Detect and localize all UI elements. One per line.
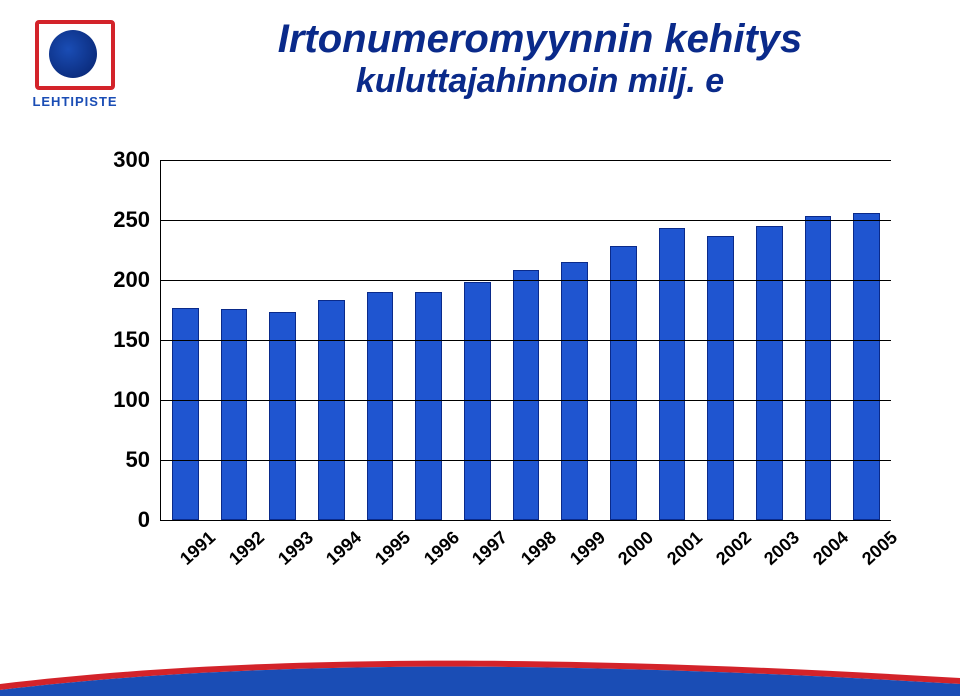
slide-subtitle: kuluttajahinnoin milj. e [160,62,920,101]
x-tick-label: 1994 [322,527,366,569]
title-block: Irtonumeromyynnin kehitys kuluttajahinno… [160,18,920,101]
x-tick-label: 2005 [858,527,902,569]
x-tick-label: 2003 [760,527,804,569]
y-tick-label: 50 [90,447,150,473]
x-tick-label: 1997 [468,527,512,569]
x-tick-label: 1991 [176,527,220,569]
bar [805,216,832,520]
footer-swoosh-icon [0,646,960,696]
plot-area [160,160,891,521]
gridline [161,160,891,161]
slide-title: Irtonumeromyynnin kehitys [160,18,920,60]
bar [659,228,686,520]
y-tick-label: 0 [90,507,150,533]
x-tick-label: 1995 [371,527,415,569]
gridline [161,280,891,281]
x-tick-label: 2002 [712,527,756,569]
bar [610,246,637,520]
y-tick-label: 300 [90,147,150,173]
bar [318,300,345,520]
gridline [161,400,891,401]
bar [561,262,588,520]
bar [853,213,880,520]
gridline [161,220,891,221]
y-tick-label: 100 [90,387,150,413]
x-tick-label: 2000 [614,527,658,569]
bar [707,236,734,520]
slide: LEHTIPISTE Irtonumeromyynnin kehitys kul… [0,0,960,696]
x-tick-label: 1996 [420,527,464,569]
x-tick-label: 1999 [566,527,610,569]
logo-circle-icon [49,30,97,78]
y-tick-label: 150 [90,327,150,353]
bar-chart: 050100150200250300 199119921993199419951… [90,160,890,560]
x-tick-label: 2001 [663,527,707,569]
bar [756,226,783,520]
y-tick-label: 250 [90,207,150,233]
gridline [161,460,891,461]
x-tick-label: 1993 [274,527,318,569]
bar [269,312,296,520]
logo-text: LEHTIPISTE [20,94,130,109]
x-axis-labels: 1991199219931994199519961997199819992000… [160,526,890,566]
bar [513,270,540,520]
bar [415,292,442,520]
y-tick-label: 200 [90,267,150,293]
bar [367,292,394,520]
x-tick-label: 1992 [225,527,269,569]
x-tick-label: 1998 [517,527,561,569]
bar [464,282,491,520]
brand-logo: LEHTIPISTE [20,20,130,109]
logo-mark [35,20,115,90]
x-tick-label: 2004 [809,527,853,569]
gridline [161,340,891,341]
